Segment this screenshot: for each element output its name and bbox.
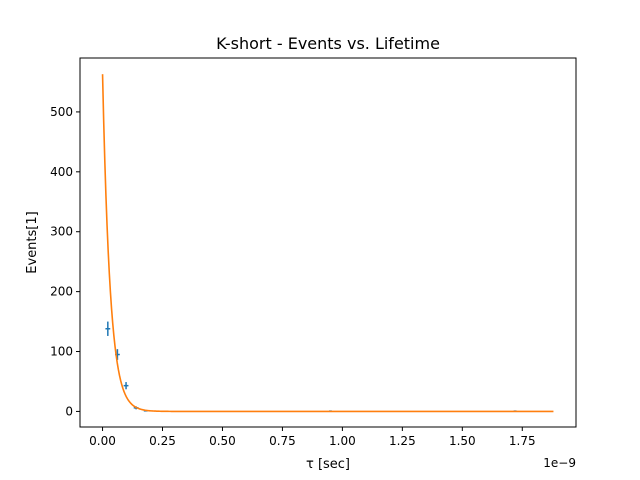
x-tick-label-0: 0.00	[89, 434, 116, 448]
x-tick-label-2: 0.50	[209, 434, 236, 448]
errorbar-point-0	[105, 321, 111, 336]
y-tick-label-2: 200	[50, 285, 73, 299]
y-tick-label-1: 100	[50, 345, 73, 359]
y-tick-label-3: 300	[50, 225, 73, 239]
axes: 0.00 0.25 0.50 0.75 1.00 1.25 1.50 1.75 0 100 200 3…	[50, 105, 536, 448]
x-axis-label: τ [sec]	[306, 457, 350, 472]
y-tick-label-0: 0	[65, 404, 73, 418]
x-tick-label-3: 0.75	[269, 434, 296, 448]
y-axis-label: Events[1]	[25, 211, 40, 273]
axes-frame	[79, 57, 577, 428]
errorbar-point-2	[123, 382, 129, 390]
y-tick-label-5: 500	[50, 105, 73, 119]
x-tick-label-4: 1.00	[329, 434, 356, 448]
plot-area	[101, 74, 554, 413]
y-tick-label-4: 400	[50, 165, 73, 179]
x-tick-label-6: 1.50	[449, 434, 476, 448]
fit-line	[101, 74, 554, 413]
x-offset-label: 1e−9	[543, 456, 576, 470]
x-tick-label-5: 1.25	[389, 434, 416, 448]
x-tick-label-7: 1.75	[509, 434, 536, 448]
chart-title: K-short - Events vs. Lifetime	[216, 34, 440, 53]
x-tick-label-1: 0.25	[149, 434, 176, 448]
